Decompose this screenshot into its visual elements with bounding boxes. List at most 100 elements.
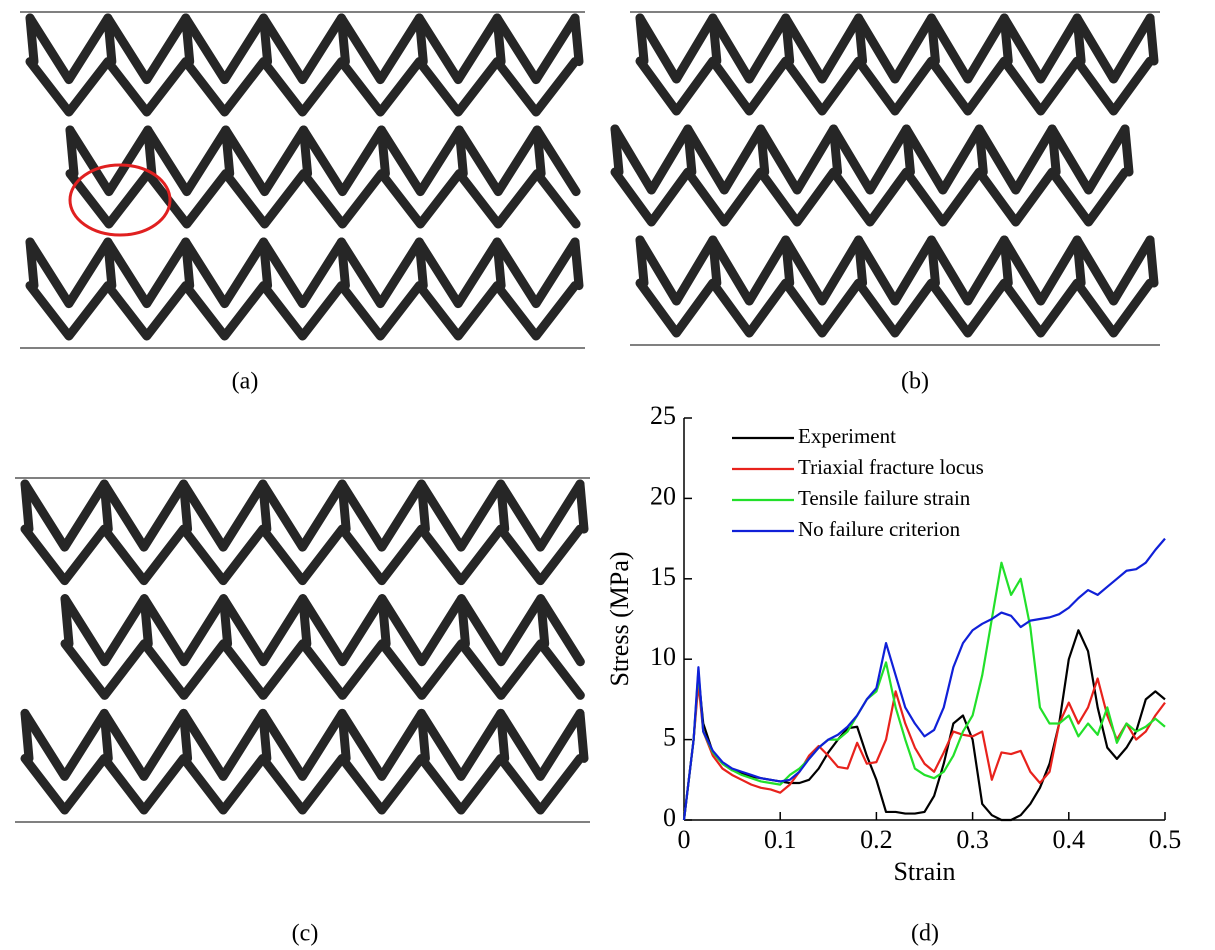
x-tick-label: 0.5 xyxy=(1149,825,1182,854)
lattice-strut xyxy=(456,594,470,649)
series-line xyxy=(682,677,1166,821)
x-tick-label: 0 xyxy=(678,825,691,854)
y-tick-label: 10 xyxy=(650,642,676,671)
lattice-strut xyxy=(65,169,581,229)
lattice-strut xyxy=(259,237,273,291)
lattice-strut xyxy=(25,57,580,117)
lattice-strut xyxy=(635,278,1155,338)
lattice-strut xyxy=(756,124,770,177)
lattice-strut xyxy=(179,479,193,534)
lattice-strut xyxy=(258,708,272,763)
x-tick-label: 0.3 xyxy=(956,825,989,854)
x-tick-label: 0.4 xyxy=(1053,825,1086,854)
lattice-strut xyxy=(926,13,940,66)
lattice-strut xyxy=(65,125,581,197)
legend-label: Triaxial fracture locus xyxy=(798,455,984,479)
lattice-strut xyxy=(901,124,915,177)
panel-label: (c) xyxy=(292,921,319,947)
lattice-strut xyxy=(575,479,589,534)
lattice-strut xyxy=(25,281,580,341)
lattice-strut xyxy=(25,13,580,85)
lattice-strut xyxy=(414,237,428,291)
lattice-strut xyxy=(258,479,272,534)
lattice-strut xyxy=(20,479,34,534)
chart: 0 0.1 0.2 0.3 0.4 0.5 0 5 10 15 20 25 Strain Stress (… xyxy=(605,401,1181,886)
lattice-strut xyxy=(570,237,584,291)
lattice-strut xyxy=(635,13,649,66)
lattice-strut xyxy=(25,13,39,67)
x-tick-label: 0.1 xyxy=(764,825,797,854)
y-tick-label: 5 xyxy=(663,723,676,752)
lattice-strut xyxy=(454,125,468,179)
lattice-strut xyxy=(181,13,195,67)
lattice-strut xyxy=(999,235,1013,288)
lattice-strut xyxy=(854,235,868,288)
y-tick-label: 25 xyxy=(650,401,676,430)
lattice-strut xyxy=(635,235,649,288)
legend-label: No failure criterion xyxy=(798,517,961,541)
lattice-strut xyxy=(337,479,351,534)
lattice-strut xyxy=(20,708,585,781)
lattice-strut xyxy=(416,708,430,763)
lattice-strut xyxy=(781,235,795,288)
lattice-strut xyxy=(610,167,1130,227)
lattice-strut xyxy=(60,639,585,700)
y-axis-label: Stress (MPa) xyxy=(605,551,634,686)
lattice-strut xyxy=(532,125,546,179)
series-line xyxy=(682,561,1166,821)
x-axis-label: Strain xyxy=(893,857,955,886)
lattice-strut xyxy=(60,594,74,649)
lattice-strut xyxy=(610,124,1130,195)
lattice-strut xyxy=(416,479,430,534)
lattice-strut xyxy=(496,708,510,763)
series-line xyxy=(682,537,1166,821)
lattice-strut xyxy=(20,524,585,586)
lattice-strut xyxy=(25,237,39,291)
lattice-strut xyxy=(829,124,843,177)
lattice-strut xyxy=(974,124,988,177)
lattice-strut xyxy=(414,13,428,67)
lattice-strut xyxy=(60,594,585,667)
lattice-strut xyxy=(25,237,580,309)
x-tick-label: 0.2 xyxy=(860,825,893,854)
lattice-strut xyxy=(179,708,193,763)
lattice-strut xyxy=(1145,13,1159,66)
lattice-strut xyxy=(219,594,233,649)
y-tick-label: 15 xyxy=(650,562,676,591)
legend-label: Tensile failure strain xyxy=(798,486,971,510)
lattice-strut xyxy=(575,708,589,763)
lattice-strut xyxy=(635,13,1155,84)
lattice-strut xyxy=(999,13,1013,66)
lattice-strut xyxy=(496,479,510,534)
lattice-strut xyxy=(708,13,722,66)
lattice-strut xyxy=(65,125,79,179)
lattice-strut xyxy=(854,13,868,66)
lattice-strut xyxy=(1145,235,1159,288)
y-tick-label: 20 xyxy=(650,481,676,510)
lattice-strut xyxy=(20,479,585,552)
lattice-strut xyxy=(1072,13,1086,66)
lattice-strut xyxy=(259,13,273,67)
lattice-strut xyxy=(635,235,1155,306)
series-line xyxy=(682,629,1166,822)
lattice-strut xyxy=(570,13,584,67)
lattice-strut xyxy=(1072,235,1086,288)
lattice-strut xyxy=(492,13,506,67)
panel-label: (b) xyxy=(901,369,929,395)
lattice-strut xyxy=(99,708,113,763)
lattice-strut xyxy=(20,753,585,815)
lattice-strut xyxy=(492,237,506,291)
panel-label: (d) xyxy=(911,921,939,947)
lattice-strut xyxy=(536,594,550,649)
lattice-strut xyxy=(376,125,390,179)
lattice-strut xyxy=(1047,124,1061,177)
lattice-strut xyxy=(221,125,235,179)
lattice-strut xyxy=(337,708,351,763)
lattice-strut xyxy=(181,237,195,291)
lattice-strut xyxy=(103,237,117,291)
lattice-strut xyxy=(103,13,117,67)
lattice-strut xyxy=(336,237,350,291)
lattice-strut xyxy=(298,594,312,649)
lattice-strut xyxy=(99,479,113,534)
